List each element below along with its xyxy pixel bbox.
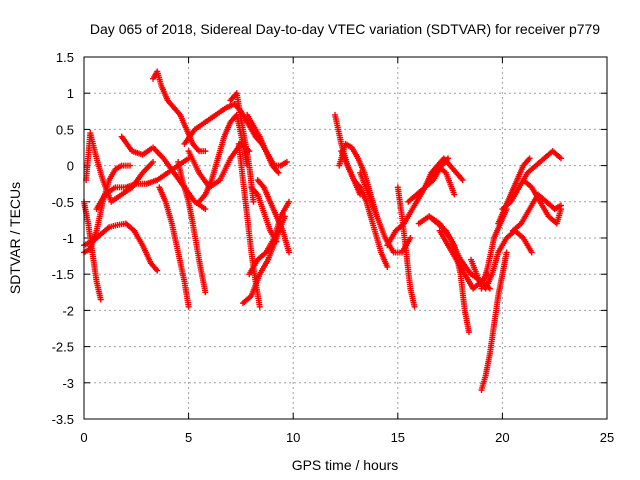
- series-track-20: [248, 184, 280, 245]
- y-tick-label: -0.5: [52, 195, 74, 210]
- grid-layer: [84, 57, 607, 419]
- data-point: [528, 249, 535, 256]
- y-tick-label: 0.5: [56, 122, 74, 137]
- data-layer: [81, 68, 564, 394]
- series-track-32: [468, 227, 535, 292]
- y-tick-label: -1.5: [52, 267, 74, 282]
- series-track-15: [239, 213, 288, 307]
- y-tick-label: 1.5: [56, 50, 74, 65]
- data-point: [286, 249, 293, 256]
- series-track-34: [478, 206, 510, 292]
- data-point: [384, 263, 391, 270]
- data-point: [526, 155, 533, 162]
- data-point: [154, 267, 161, 274]
- x-tick-label: 0: [80, 430, 87, 445]
- y-axis-label: SDTVAR / TECUs: [7, 182, 23, 294]
- data-point: [411, 303, 418, 310]
- data-point: [557, 155, 564, 162]
- data-point: [283, 158, 290, 165]
- x-tick-label: 20: [495, 430, 509, 445]
- axes-layer: -3.5 -3 -2.5 -2 -1.5 -1 -0.5 0 0.5 1 1.5 0 5 10 15 20 25: [52, 50, 615, 445]
- data-point: [557, 206, 564, 213]
- series-track-28: [421, 155, 466, 191]
- series-track-36: [499, 148, 564, 213]
- data-point: [275, 169, 282, 176]
- series-track-13: [227, 90, 257, 205]
- data-point: [451, 191, 458, 198]
- chart-title: Day 065 of 2018, Sidereal Day-to-day VTE…: [90, 21, 600, 37]
- y-tick-label: 1: [67, 86, 74, 101]
- data-point: [97, 296, 104, 303]
- series-track-26: [394, 184, 418, 310]
- data-point: [202, 148, 209, 155]
- x-axis-label: GPS time / hours: [292, 457, 399, 473]
- y-tick-label: -3.5: [52, 412, 74, 427]
- series-track-38: [520, 177, 564, 227]
- series-track-19: [252, 133, 290, 169]
- data-point: [286, 198, 293, 205]
- y-tick-label: -1: [62, 231, 74, 246]
- plot-frame: [83, 56, 608, 420]
- series-track-23: [338, 148, 391, 270]
- data-point: [202, 289, 209, 296]
- series-track-18: [254, 177, 293, 256]
- data-point: [273, 238, 280, 245]
- data-point: [407, 235, 414, 241]
- series-track-37: [509, 191, 564, 234]
- series-track-09: [175, 158, 209, 296]
- series-track-30: [415, 213, 493, 292]
- x-tick-label: 15: [391, 430, 405, 445]
- y-tick-label: -3: [62, 376, 74, 391]
- y-tick-label: -2: [62, 303, 74, 318]
- data-point: [256, 303, 263, 310]
- data-point: [250, 198, 257, 205]
- data-point: [202, 206, 209, 213]
- y-tick-label: 0: [67, 159, 74, 174]
- series-track-08: [156, 184, 192, 310]
- data-point: [459, 177, 466, 184]
- series-track-24: [357, 169, 414, 256]
- x-tick-label: 5: [185, 430, 192, 445]
- y-tick-label: -2.5: [52, 340, 74, 355]
- data-point: [150, 158, 157, 165]
- series-track-02: [81, 220, 161, 274]
- data-point: [185, 303, 192, 310]
- x-tick-label: 25: [600, 430, 614, 445]
- series-track-33: [478, 249, 510, 394]
- x-tick-label: 10: [286, 430, 300, 445]
- series-track-07: [150, 68, 209, 155]
- data-point: [127, 162, 134, 169]
- data-point: [465, 329, 472, 336]
- data-point: [503, 249, 510, 256]
